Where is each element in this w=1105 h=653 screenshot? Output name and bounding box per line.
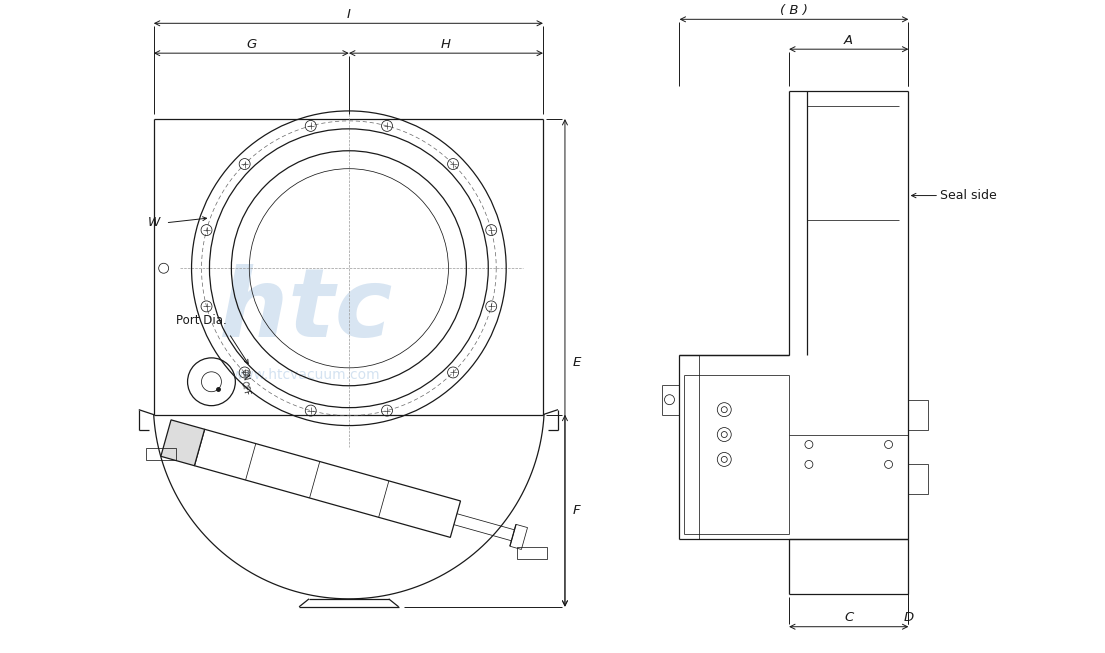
Text: ON: ON <box>239 368 250 381</box>
Text: F: F <box>573 504 581 517</box>
Text: A: A <box>844 34 853 47</box>
Text: www.htcvacuum.com: www.htcvacuum.com <box>232 368 380 382</box>
Text: E: E <box>572 357 581 370</box>
Text: D: D <box>904 611 914 624</box>
Text: G: G <box>246 38 256 51</box>
Text: C: C <box>844 611 853 624</box>
Text: Port Dia.: Port Dia. <box>176 313 227 326</box>
Text: htc: htc <box>220 264 392 357</box>
Bar <box>908 464 928 494</box>
Bar <box>908 400 928 430</box>
Text: ( B ): ( B ) <box>780 4 808 17</box>
Text: I: I <box>347 8 350 21</box>
Bar <box>517 547 547 559</box>
Bar <box>146 448 176 460</box>
Text: OFF: OFF <box>239 381 251 397</box>
Text: W: W <box>148 216 160 229</box>
Text: Seal side: Seal side <box>940 189 997 202</box>
Polygon shape <box>161 420 204 466</box>
Text: H: H <box>441 38 451 51</box>
